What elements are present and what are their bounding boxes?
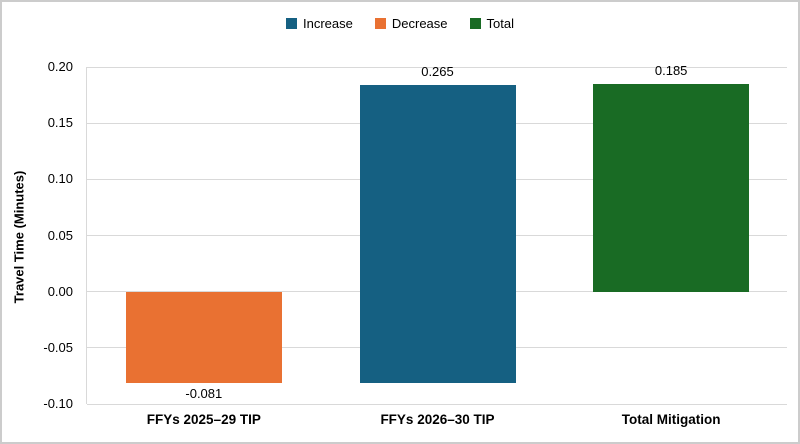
y-tick-label: 0.00 — [47, 283, 73, 299]
x-category-label: Total Mitigation — [621, 412, 721, 427]
legend-label-total: Total — [486, 16, 514, 31]
legend-item-increase: Increase — [286, 16, 353, 31]
y-tick-label: 0.15 — [47, 115, 73, 131]
legend-item-decrease: Decrease — [374, 16, 448, 31]
y-tick-label: 0.10 — [47, 171, 73, 187]
data-label-total: 0.185 — [654, 62, 688, 78]
y-tick-label: -0.05 — [43, 339, 73, 355]
x-category-label: FFYs 2025–29 TIP — [146, 412, 261, 427]
x-category-label: FFYs 2026–30 TIP — [380, 412, 495, 427]
gridline — [87, 66, 787, 68]
data-label-increase: 0.265 — [421, 63, 454, 79]
legend-swatch-decrease-icon — [374, 18, 386, 29]
legend-item-total: Total — [469, 16, 514, 31]
bar-decrease — [125, 291, 282, 383]
gridline — [87, 403, 787, 405]
y-tick-label: 0.05 — [47, 227, 73, 243]
y-tick-label: -0.10 — [43, 396, 73, 411]
legend-label-increase: Increase — [303, 16, 353, 31]
bar-total — [593, 83, 750, 292]
chart-legend: Increase Decrease Total — [0, 16, 800, 31]
plot-area: -0.081 FFYs 2025–29 TIP 0.265 FFYs 2026–30 … — [86, 63, 787, 427]
y-tick-label: 0.20 — [47, 59, 73, 74]
legend-swatch-total-icon — [469, 18, 481, 29]
legend-label-decrease: Decrease — [391, 16, 448, 31]
bar-increase — [359, 84, 516, 383]
legend-swatch-increase-icon — [286, 18, 297, 29]
data-label-decrease: -0.081 — [185, 385, 223, 401]
